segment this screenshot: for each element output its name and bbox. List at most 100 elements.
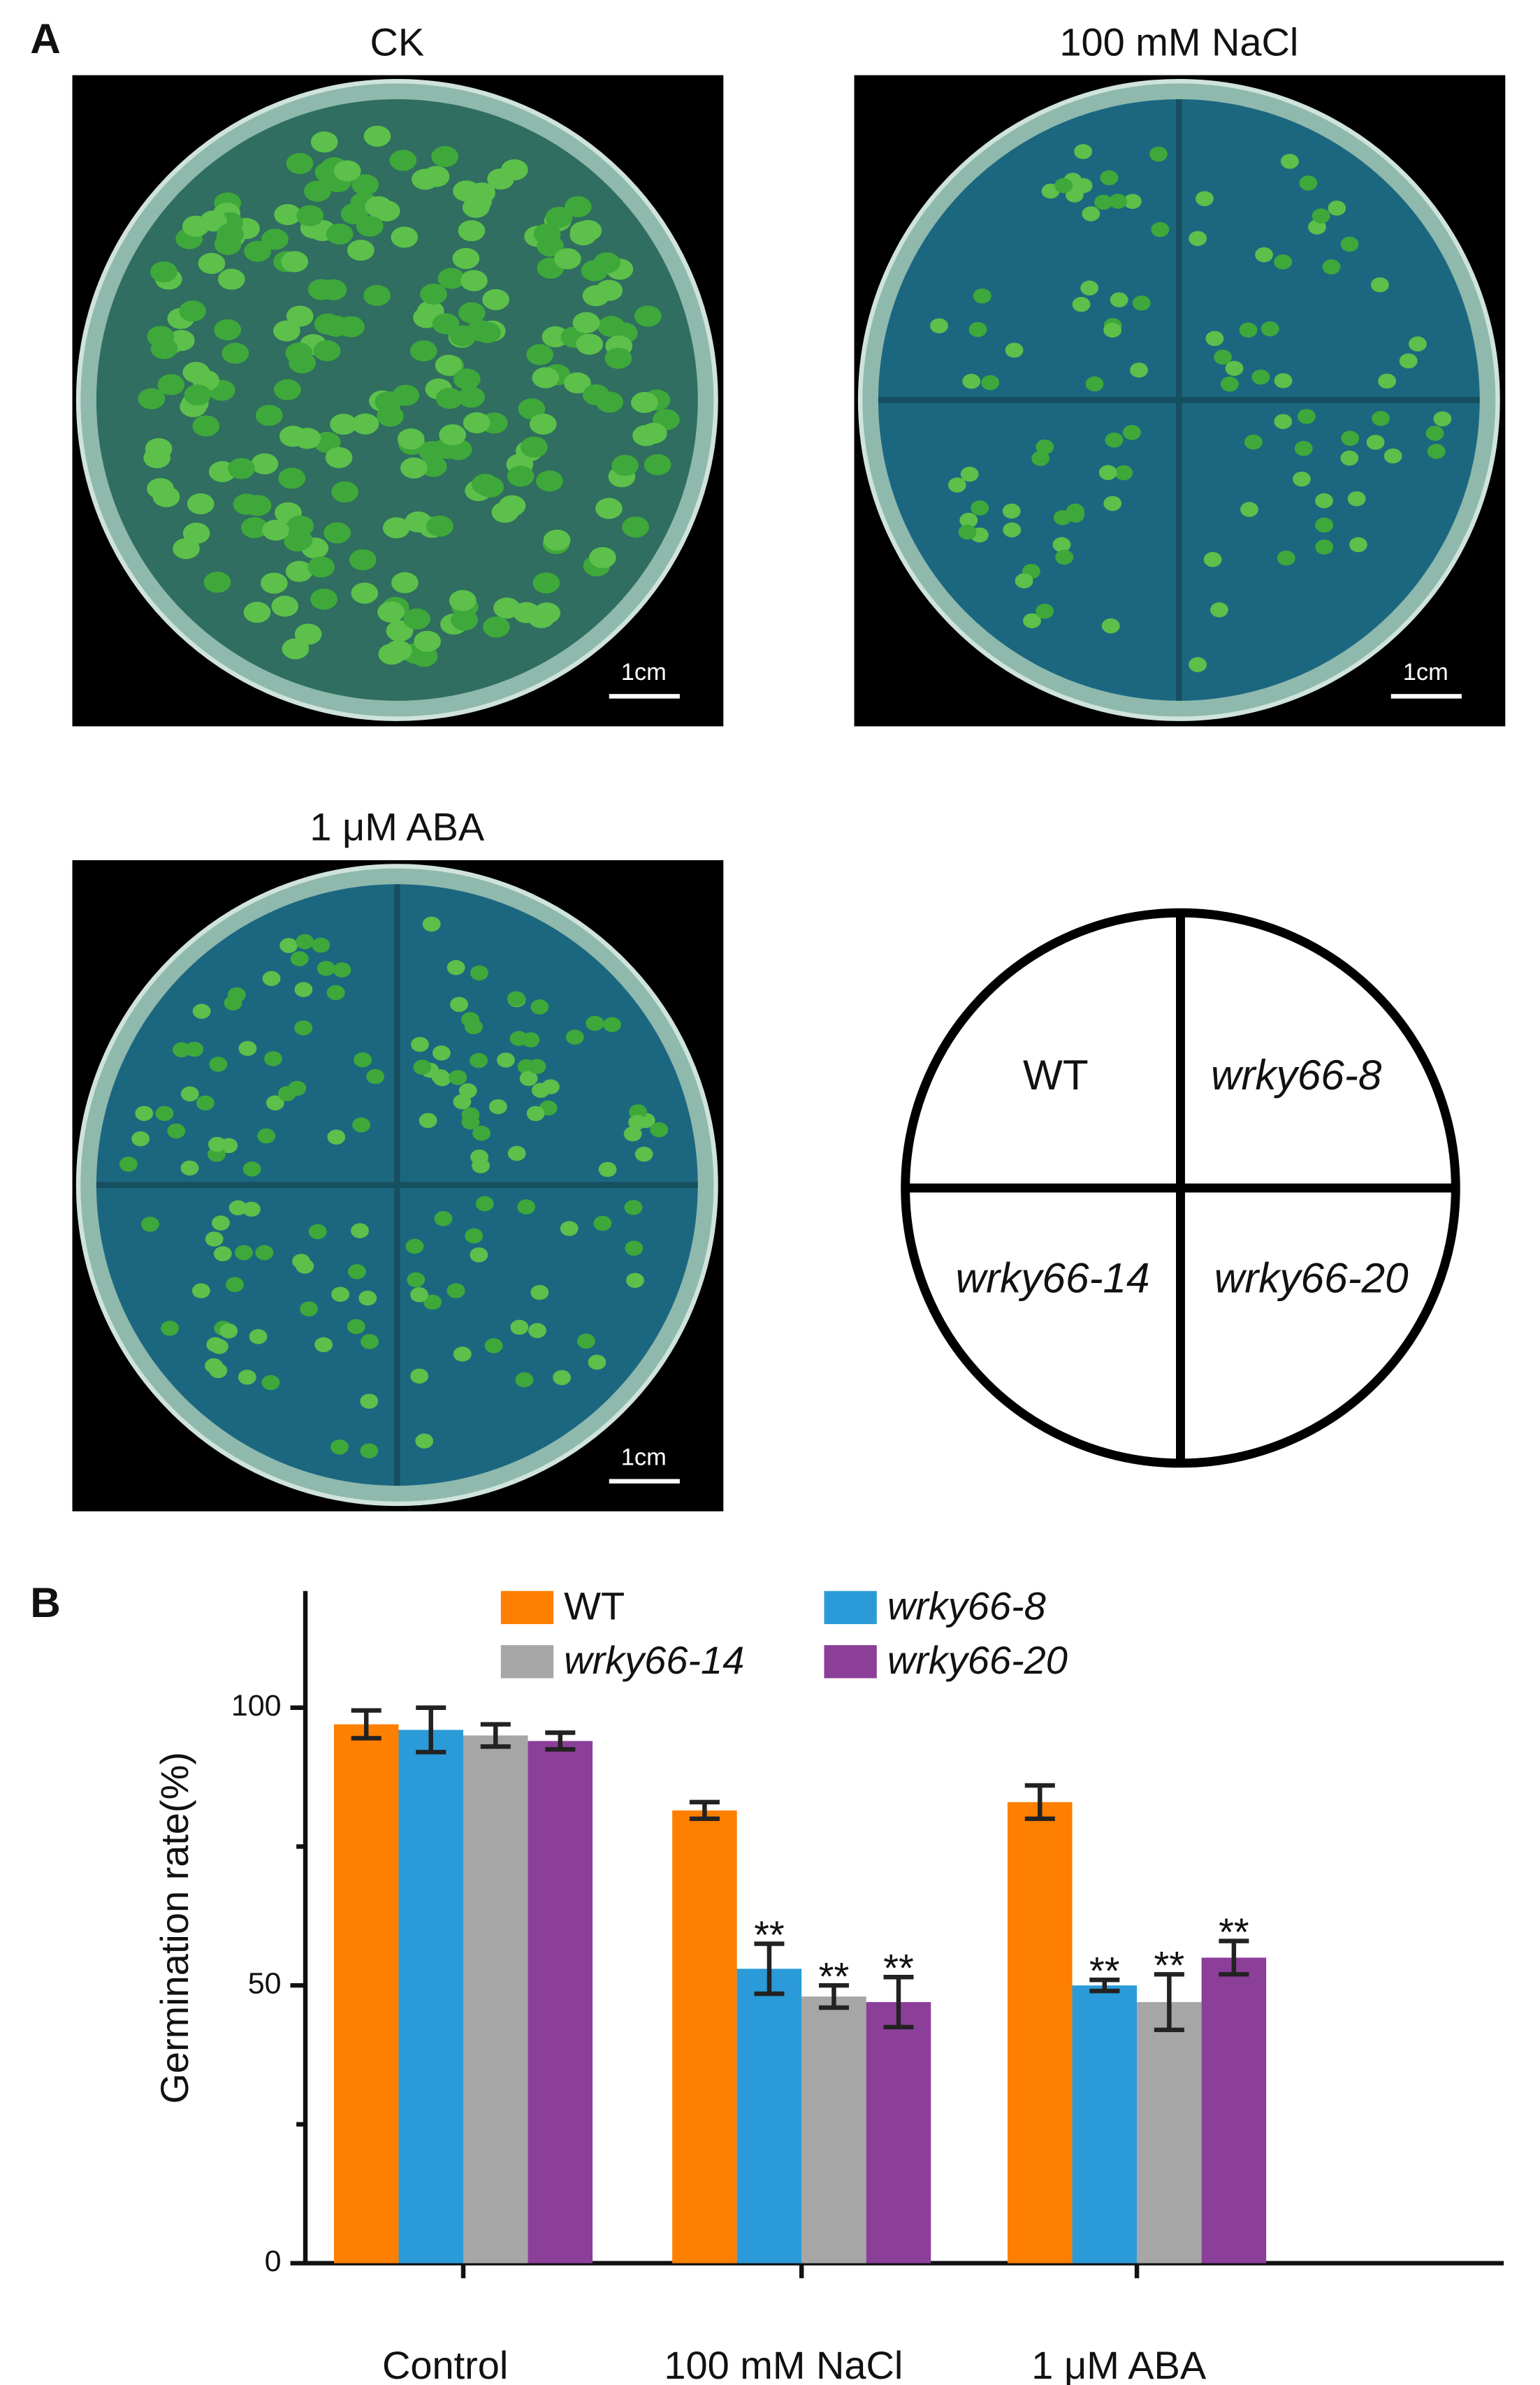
seedling — [545, 206, 573, 229]
seedling — [1053, 510, 1072, 525]
seedling — [1378, 373, 1397, 389]
seedling — [554, 248, 581, 270]
seedling — [221, 342, 249, 364]
seedling — [1299, 175, 1318, 191]
seedling — [482, 289, 509, 310]
seedling — [498, 495, 526, 516]
seedling — [351, 174, 379, 196]
seedling — [1255, 247, 1273, 263]
seedling — [488, 1099, 507, 1115]
error-bar — [1154, 1972, 1184, 2033]
seedling — [458, 302, 486, 324]
seedling — [196, 1095, 215, 1111]
seedling — [477, 476, 504, 498]
seedling — [147, 326, 175, 347]
error-bar — [883, 1975, 914, 2030]
x-tick-label: Control — [382, 2343, 508, 2385]
seedling — [391, 226, 419, 248]
bar — [1072, 1985, 1138, 2263]
seedling — [470, 1052, 488, 1068]
seedling — [274, 204, 302, 226]
seedling — [981, 375, 1000, 391]
seedling — [217, 268, 245, 290]
seedling — [458, 220, 486, 242]
seedling — [960, 466, 979, 482]
seedling — [312, 937, 330, 953]
photo-title: 100 mM NaCl — [1059, 20, 1298, 64]
seedling — [279, 938, 298, 953]
seedling — [1274, 254, 1293, 270]
seedling — [500, 159, 528, 181]
seedling — [1052, 537, 1071, 553]
scale-label: 1cm — [621, 1444, 667, 1470]
seedling — [205, 1231, 224, 1247]
seedling — [507, 465, 535, 487]
seedling — [331, 481, 358, 503]
seedling — [1280, 154, 1299, 169]
seedling — [453, 368, 481, 390]
seedling — [1383, 448, 1402, 464]
seedling — [351, 413, 379, 435]
seedling — [377, 601, 405, 623]
seedling — [214, 233, 242, 255]
error-bar — [351, 1708, 382, 1741]
seedling — [403, 608, 430, 630]
seedling — [308, 1224, 327, 1240]
error-bar — [480, 1722, 511, 1749]
seedling — [1315, 517, 1334, 533]
seedling — [1003, 522, 1022, 538]
seedling — [167, 1123, 186, 1139]
seedling — [347, 1263, 366, 1280]
seedling — [947, 477, 966, 493]
error-bar — [1089, 1978, 1120, 1994]
seedling — [274, 379, 301, 400]
legend-swatch — [500, 1590, 554, 1625]
seedling — [465, 1228, 484, 1244]
seedling — [1203, 551, 1222, 567]
seedling — [543, 529, 571, 551]
seedling — [1149, 146, 1168, 162]
seedling — [191, 1283, 210, 1298]
seedling — [294, 623, 322, 645]
seedling — [192, 1003, 211, 1019]
seedling — [1427, 444, 1446, 459]
seedling — [360, 1443, 379, 1459]
legend-label: wrky66-8 — [887, 1583, 1046, 1628]
seedling — [435, 354, 463, 376]
seedling — [333, 962, 351, 978]
seedling — [507, 1145, 526, 1161]
significance: ** — [883, 1945, 914, 1989]
seedling — [589, 546, 616, 569]
seedling — [439, 424, 467, 446]
seedling — [1055, 549, 1074, 565]
seedling — [529, 413, 557, 435]
seedling — [453, 1094, 472, 1110]
seedling — [375, 391, 402, 413]
bar — [736, 1969, 802, 2263]
seedling — [271, 595, 299, 617]
seedling — [1098, 465, 1117, 481]
seedling — [419, 456, 447, 477]
seedling — [1409, 336, 1427, 351]
seedling — [273, 320, 300, 342]
seedling — [432, 313, 460, 335]
seedling — [518, 398, 546, 420]
seedling — [451, 609, 479, 631]
photo: 1cm — [72, 860, 724, 1512]
seedling — [277, 1086, 296, 1101]
seedling — [1315, 493, 1333, 509]
seedling — [242, 1201, 261, 1217]
seedling — [331, 1286, 350, 1303]
photo: 1cm — [72, 75, 724, 727]
seedling — [958, 524, 977, 540]
seedling — [409, 340, 437, 362]
seedling — [1372, 411, 1390, 426]
seedling — [161, 1321, 179, 1336]
significance: ** — [1089, 1948, 1120, 1992]
seedling — [157, 374, 185, 396]
seedling — [1036, 439, 1054, 455]
seedling — [389, 150, 417, 171]
error-bar — [1219, 1938, 1249, 1977]
seedling — [224, 995, 242, 1011]
seedling — [182, 361, 210, 383]
